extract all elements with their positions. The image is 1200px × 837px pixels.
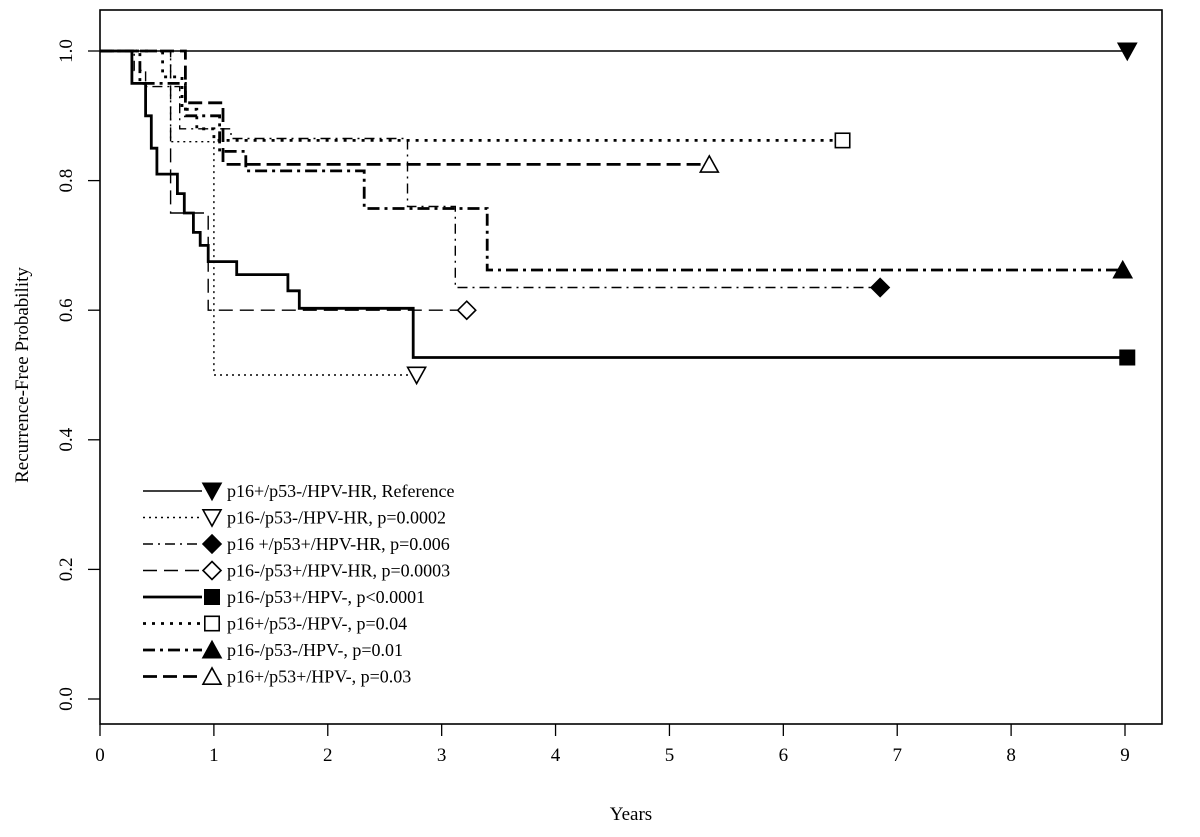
legend-marker-2 bbox=[201, 509, 223, 528]
legend-marker-7 bbox=[201, 639, 223, 659]
end-marker-series-4 bbox=[456, 300, 477, 321]
x-tick-label: 0 bbox=[95, 745, 105, 766]
legend-label-6: p16+/p53-/HPV-, p=0.04 bbox=[227, 614, 407, 634]
x-tick-label: 3 bbox=[437, 745, 447, 766]
legend-label-2: p16-/p53-/HPV-HR, p=0.0002 bbox=[227, 508, 446, 528]
curve-series-4 bbox=[100, 50, 467, 311]
curve-series-3 bbox=[100, 50, 881, 289]
end-marker-series-6 bbox=[834, 132, 851, 149]
end-marker-series-2 bbox=[406, 366, 427, 386]
x-axis: 0 1 2 3 4 5 6 7 8 9 bbox=[95, 724, 1130, 766]
end-marker-series-3 bbox=[870, 277, 891, 298]
legend-marker-3 bbox=[201, 533, 223, 555]
legend-label-3: p16 +/p53+/HPV-HR, p=0.006 bbox=[227, 534, 450, 554]
y-axis-title: Recurrence-Free Probability bbox=[12, 267, 33, 483]
x-tick-label: 6 bbox=[779, 745, 789, 766]
x-axis-title: Years bbox=[610, 804, 652, 825]
legend-label-1: p16+/p53-/HPV-HR, Reference bbox=[227, 481, 454, 501]
curve-series-7 bbox=[100, 49, 1123, 272]
legend-marker-8 bbox=[201, 666, 223, 685]
x-tick-label: 4 bbox=[551, 745, 561, 766]
x-tick-label: 2 bbox=[323, 745, 333, 766]
x-tick-label: 8 bbox=[1006, 745, 1016, 766]
y-tick-label: 0.8 bbox=[56, 169, 77, 193]
curve-end-markers bbox=[406, 42, 1138, 386]
legend-marker-5 bbox=[204, 588, 221, 605]
curve-series-8 bbox=[100, 49, 710, 166]
survival-curves bbox=[100, 49, 1128, 376]
legend: p16+/p53-/HPV-HR, Reference p16-/p53-/HPV… bbox=[143, 481, 454, 687]
x-tick-label: 7 bbox=[892, 745, 902, 766]
legend-label-4: p16-/p53+/HPV-HR, p=0.0003 bbox=[227, 561, 450, 581]
legend-marker-4 bbox=[201, 560, 223, 581]
legend-label-8: p16+/p53+/HPV-, p=0.03 bbox=[227, 667, 411, 687]
end-marker-series-5 bbox=[1119, 349, 1136, 366]
y-tick-label: 1.0 bbox=[56, 39, 77, 63]
y-tick-label: 0.0 bbox=[56, 687, 77, 711]
x-tick-label: 5 bbox=[665, 745, 675, 766]
legend-marker-1 bbox=[201, 482, 223, 502]
curve-series-2 bbox=[100, 50, 417, 376]
x-tick-label: 1 bbox=[209, 745, 219, 766]
end-marker-series-8 bbox=[698, 154, 720, 173]
end-marker-series-7 bbox=[1112, 259, 1134, 279]
end-marker-series-1 bbox=[1116, 42, 1138, 62]
x-tick-label: 9 bbox=[1120, 745, 1130, 766]
y-axis: 0.0 0.2 0.4 0.6 0.8 1.0 bbox=[56, 39, 100, 711]
y-tick-label: 0.2 bbox=[56, 558, 77, 582]
y-tick-label: 0.6 bbox=[56, 298, 77, 322]
legend-label-7: p16-/p53-/HPV-, p=0.01 bbox=[227, 640, 403, 660]
y-tick-label: 0.4 bbox=[56, 427, 77, 451]
curve-series-5 bbox=[100, 49, 1128, 359]
legend-label-5: p16-/p53+/HPV-, p<0.0001 bbox=[227, 587, 425, 607]
curve-series-6 bbox=[100, 49, 843, 142]
plot-frame bbox=[99, 9, 1163, 725]
legend-marker-6 bbox=[204, 615, 221, 632]
